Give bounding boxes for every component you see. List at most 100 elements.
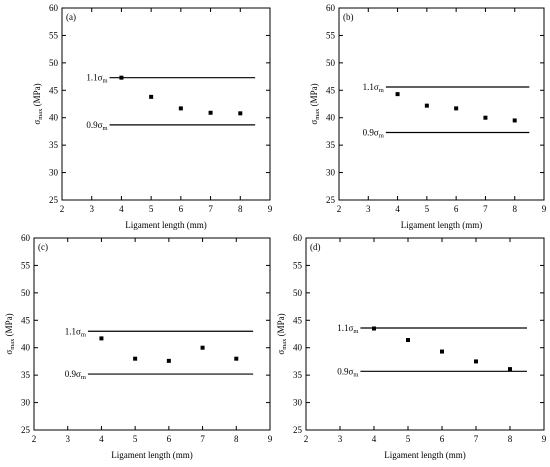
y-tick-label: 35 [326,140,336,150]
reference-label-subscript: m [379,133,384,140]
y-tick-label: 30 [326,168,336,178]
y-tick-label: 25 [293,425,303,435]
x-tick-label: 3 [338,434,343,444]
x-tick-label: 6 [167,434,172,444]
x-tick-label: 8 [512,204,517,214]
data-point [372,326,376,331]
x-tick-label: 9 [542,434,547,444]
y-axis-title-unit: (MPa) [32,83,42,108]
x-axis-title: Ligament length (mm) [384,450,465,460]
data-point [149,94,154,99]
data-point [200,345,205,350]
y-tick-label: 35 [49,140,59,150]
x-tick-label: 8 [238,204,243,214]
panel-label: (b) [343,12,354,22]
reference-line-label-lower: 0.9σm [363,128,384,140]
reference-line-label-upper: 1.1σm [65,326,86,338]
panel-label: (d) [310,242,321,252]
reference-label-subscript: m [102,125,107,132]
reference-label-subscript: m [353,371,358,378]
panel-label: (c) [38,242,48,252]
y-axis-title-unit: (MPa) [4,313,14,338]
y-tick-label: 55 [293,260,303,270]
data-point [483,115,488,120]
plot-frame [338,7,545,201]
x-tick-label: 6 [454,204,459,214]
reference-line-label-lower: 0.9σm [86,120,107,132]
x-tick-label: 6 [440,434,445,444]
y-axis-title-unit: (MPa) [309,83,319,108]
x-tick-label: 4 [372,434,377,444]
y-axis-title: σmax (MPa) [4,313,16,354]
reference-label-main: 0.9σ [65,369,81,379]
y-tick-label: 35 [21,370,31,380]
reference-label-subscript: m [81,331,86,338]
y-tick-label: 55 [21,260,31,270]
y-tick-label: 50 [49,58,59,68]
y-tick-label: 35 [293,370,303,380]
x-tick-label: 7 [208,204,213,214]
data-point [234,356,239,361]
y-axis-title: σmax (MPa) [276,313,288,354]
reference-label-main: 1.1σ [337,323,353,333]
reference-label-main: 1.1σ [363,82,379,92]
y-axis-title-symbol: σ [309,120,319,125]
y-tick-label: 60 [21,233,31,243]
y-axis-title-symbol: σ [32,120,42,125]
x-tick-label: 7 [483,204,488,214]
y-tick-label: 45 [21,315,31,325]
y-tick-label: 25 [21,425,31,435]
x-tick-label: 7 [200,434,205,444]
reference-line-label-lower: 0.9σm [65,369,86,381]
y-tick-label: 55 [49,30,59,40]
x-tick-label: 4 [99,434,104,444]
y-axis-title-unit: (MPa) [276,313,286,338]
x-tick-label: 5 [149,204,154,214]
y-axis-title-subscript: max [9,338,16,350]
data-point [474,359,478,364]
x-tick-label: 8 [508,434,513,444]
x-tick-label: 5 [406,434,411,444]
y-axis-title: σmax (MPa) [32,83,44,124]
reference-label-main: 0.9σ [86,120,102,130]
y-tick-label: 40 [326,113,336,123]
reference-label-subscript: m [379,87,384,94]
x-tick-label: 9 [542,204,547,214]
data-point [395,92,400,97]
x-tick-label: 3 [65,434,70,444]
x-tick-label: 9 [268,434,273,444]
y-tick-label: 60 [293,233,303,243]
data-point [406,338,410,343]
y-axis-title-subscript: max [37,108,44,120]
y-tick-label: 25 [326,195,336,205]
x-tick-label: 5 [425,204,430,214]
panel-label: (a) [66,12,76,22]
reference-label-main: 0.9σ [337,366,353,376]
y-axis-title-symbol: σ [276,350,286,355]
plot-frame [305,237,545,431]
x-tick-label: 2 [337,204,342,214]
x-axis-title: Ligament length (mm) [111,450,192,460]
plot-frame [61,7,271,201]
reference-line-label-upper: 1.1σm [363,82,384,94]
reference-label-subscript: m [81,374,86,381]
y-tick-label: 60 [326,3,336,13]
x-axis-title: Ligament length (mm) [401,220,482,230]
y-tick-label: 50 [293,288,303,298]
data-point [508,367,512,372]
y-axis-title-subscript: max [281,338,288,350]
y-tick-label: 40 [49,113,59,123]
data-point [99,336,104,341]
y-tick-label: 45 [326,85,336,95]
data-point [238,111,243,116]
reference-line-label-upper: 1.1σm [337,323,358,335]
y-tick-label: 40 [21,343,31,353]
data-point [208,110,213,115]
y-axis-title-symbol: σ [4,350,14,355]
x-tick-label: 7 [474,434,479,444]
x-axis-title: Ligament length (mm) [125,220,206,230]
y-tick-label: 30 [21,398,31,408]
